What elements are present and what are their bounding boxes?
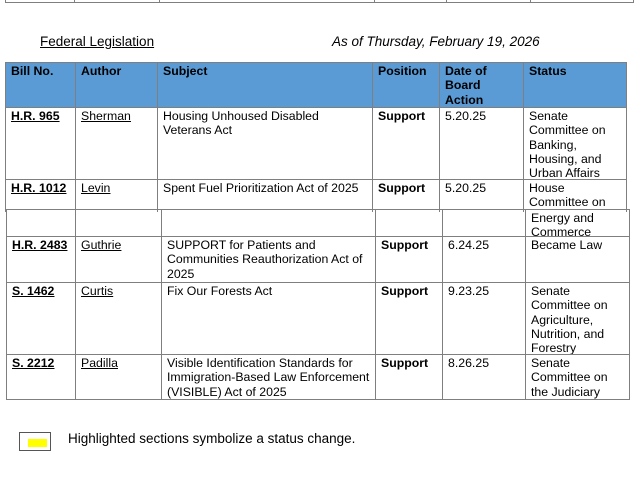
cell-bill[interactable]: H.R. 2483	[6, 236, 76, 283]
cell-bill-text[interactable]: S. 2212	[12, 356, 55, 370]
cell-author[interactable]: Padilla	[75, 354, 162, 400]
cell-position: Support	[372, 107, 440, 180]
cell-author[interactable]: Curtis	[75, 282, 162, 355]
cell-author-text[interactable]: Sherman	[81, 109, 131, 123]
column-header-position-text: Position	[378, 64, 427, 78]
cell-author[interactable]: Levin	[75, 179, 158, 212]
continued-position	[375, 209, 443, 237]
cell-subject-text: Visible Identification Standards for Imm…	[167, 356, 370, 399]
cell-author[interactable]: Sherman	[75, 107, 158, 180]
cell-subject-text: Spent Fuel Prioritization Act of 2025	[163, 181, 359, 195]
cell-bill[interactable]: S. 1462	[6, 282, 76, 355]
cell-position: Support	[372, 179, 440, 212]
cell-position-text: Support	[381, 284, 429, 298]
cell-position: Support	[375, 354, 443, 400]
column-header-status: Status	[523, 62, 627, 108]
legend-highlight-box	[19, 432, 51, 451]
cell-bill[interactable]: H.R. 965	[5, 107, 76, 180]
cell-status: House Committee on	[523, 179, 627, 212]
cell-author[interactable]: Guthrie	[75, 236, 162, 283]
column-header-date-text: Date of Board Action	[445, 64, 487, 107]
cell-bill[interactable]: H.R. 1012	[5, 179, 76, 212]
cell-date-text: 6.24.25	[448, 238, 490, 252]
previous-table-cell	[74, 0, 160, 3]
cell-bill-text[interactable]: H.R. 2483	[12, 238, 68, 252]
cell-date-text: 8.26.25	[448, 356, 490, 370]
cell-date: 8.26.25	[442, 354, 526, 400]
previous-table-stub	[0, 0, 640, 4]
cell-bill-text[interactable]: H.R. 965	[11, 109, 60, 123]
cell-bill-text[interactable]: S. 1462	[12, 284, 55, 298]
continued-status: Energy and Commerce	[525, 209, 630, 237]
cell-status: Senate Committee on Banking, Housing, an…	[523, 107, 627, 180]
column-header-date: Date of Board Action	[439, 62, 524, 108]
previous-table-cell	[374, 0, 447, 3]
continued-subject	[161, 209, 376, 237]
continued-status-text: Energy and Commerce	[531, 211, 594, 237]
cell-status-text: Senate Committee on the Judiciary	[531, 356, 608, 399]
cell-subject-text: Fix Our Forests Act	[167, 284, 273, 298]
column-header-position: Position	[372, 62, 440, 108]
previous-table-cell	[530, 0, 634, 3]
column-header-status-text: Status	[529, 64, 567, 78]
cell-author-text[interactable]: Levin	[81, 181, 111, 195]
cell-status-text: House Committee on	[529, 181, 606, 210]
cell-date: 5.20.25	[439, 107, 524, 180]
cell-author-text[interactable]: Padilla	[81, 356, 118, 370]
cell-bill[interactable]: S. 2212	[6, 354, 76, 400]
cell-subject: Spent Fuel Prioritization Act of 2025	[157, 179, 373, 212]
cell-position: Support	[375, 282, 443, 355]
continued-author	[75, 209, 162, 237]
legislation-table-part-1: Bill No. Author Subject Position Date of Boa…	[0, 62, 640, 212]
previous-table-cell	[446, 0, 531, 3]
legislation-table-part-2: Energy and Commerce H.R. 2483 Guthrie SUPPO…	[0, 209, 640, 402]
previous-table-cell	[5, 0, 75, 3]
cell-subject: Visible Identification Standards for Imm…	[161, 354, 376, 400]
continued-date	[442, 209, 526, 237]
cell-status: Became Law	[525, 236, 630, 283]
cell-status-text: Senate Committee on Banking, Housing, an…	[529, 109, 606, 180]
cell-position-text: Support	[378, 181, 426, 195]
cell-subject-text: SUPPORT for Patients and Communities Rea…	[167, 238, 363, 281]
as-of-date: As of Thursday, February 19, 2026	[332, 34, 540, 49]
cell-status: Senate Committee on the Judiciary	[525, 354, 630, 400]
cell-date-text: 9.23.25	[448, 284, 490, 298]
cell-subject: SUPPORT for Patients and Communities Rea…	[161, 236, 376, 283]
cell-date-text: 5.20.25	[445, 109, 487, 123]
column-header-author-text: Author	[81, 64, 122, 78]
cell-subject: Housing Unhoused Disabled Veterans Act	[157, 107, 373, 180]
column-header-bill: Bill No.	[5, 62, 76, 108]
cell-position: Support	[375, 236, 443, 283]
continued-bill	[6, 209, 76, 237]
cell-bill-text[interactable]: H.R. 1012	[11, 181, 67, 195]
column-header-author: Author	[75, 62, 158, 108]
cell-author-text[interactable]: Curtis	[81, 284, 114, 298]
cell-subject: Fix Our Forests Act	[161, 282, 376, 355]
column-header-bill-text: Bill No.	[11, 64, 54, 78]
cell-date: 5.20.25	[439, 179, 524, 212]
cell-position-text: Support	[378, 109, 426, 123]
cell-status: Senate Committee on Agriculture, Nutriti…	[525, 282, 630, 355]
column-header-subject-text: Subject	[163, 64, 208, 78]
cell-status-text: Senate Committee on Agriculture, Nutriti…	[531, 284, 608, 355]
section-title: Federal Legislation	[40, 34, 155, 49]
cell-date-text: 5.20.25	[445, 181, 487, 195]
legend-text: Highlighted sections symbolize a status …	[68, 431, 356, 446]
cell-subject-text: Housing Unhoused Disabled Veterans Act	[163, 109, 319, 138]
column-header-subject: Subject	[157, 62, 373, 108]
cell-position-text: Support	[381, 238, 429, 252]
highlight-swatch	[28, 439, 47, 447]
cell-position-text: Support	[381, 356, 429, 370]
previous-table-cell	[159, 0, 375, 3]
cell-author-text[interactable]: Guthrie	[81, 238, 122, 252]
cell-date: 9.23.25	[442, 282, 526, 355]
cell-status-text: Became Law	[531, 238, 603, 252]
cell-date: 6.24.25	[442, 236, 526, 283]
